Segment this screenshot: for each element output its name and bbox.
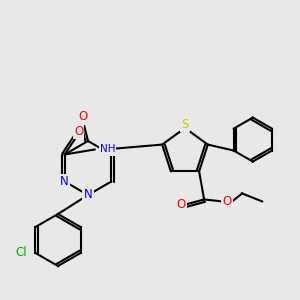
Text: O: O <box>176 198 186 211</box>
Text: N: N <box>60 175 69 188</box>
Text: O: O <box>223 195 232 208</box>
Text: S: S <box>181 118 189 130</box>
Text: O: O <box>78 110 88 124</box>
Text: Cl: Cl <box>16 247 28 260</box>
Text: O: O <box>74 125 83 138</box>
Text: N: N <box>84 188 92 202</box>
Text: NH: NH <box>100 145 115 154</box>
